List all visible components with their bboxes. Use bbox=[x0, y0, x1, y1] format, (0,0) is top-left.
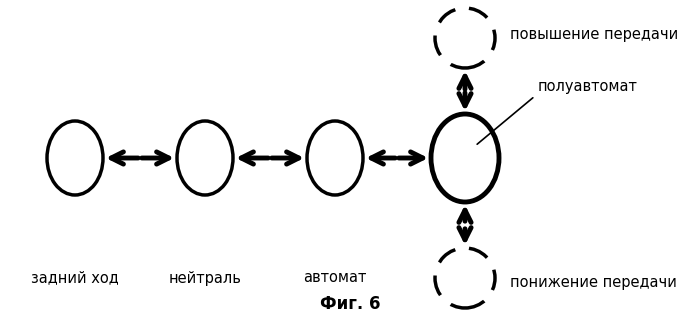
Text: Фиг. 6: Фиг. 6 bbox=[320, 295, 380, 313]
Text: повышение передачи: повышение передачи bbox=[510, 27, 678, 41]
Text: полуавтомат: полуавтомат bbox=[538, 79, 638, 94]
Text: нейтраль: нейтраль bbox=[169, 270, 241, 285]
Text: задний ход: задний ход bbox=[31, 270, 119, 285]
Text: понижение передачи: понижение передачи bbox=[510, 275, 677, 289]
Text: автомат: автомат bbox=[303, 270, 367, 285]
